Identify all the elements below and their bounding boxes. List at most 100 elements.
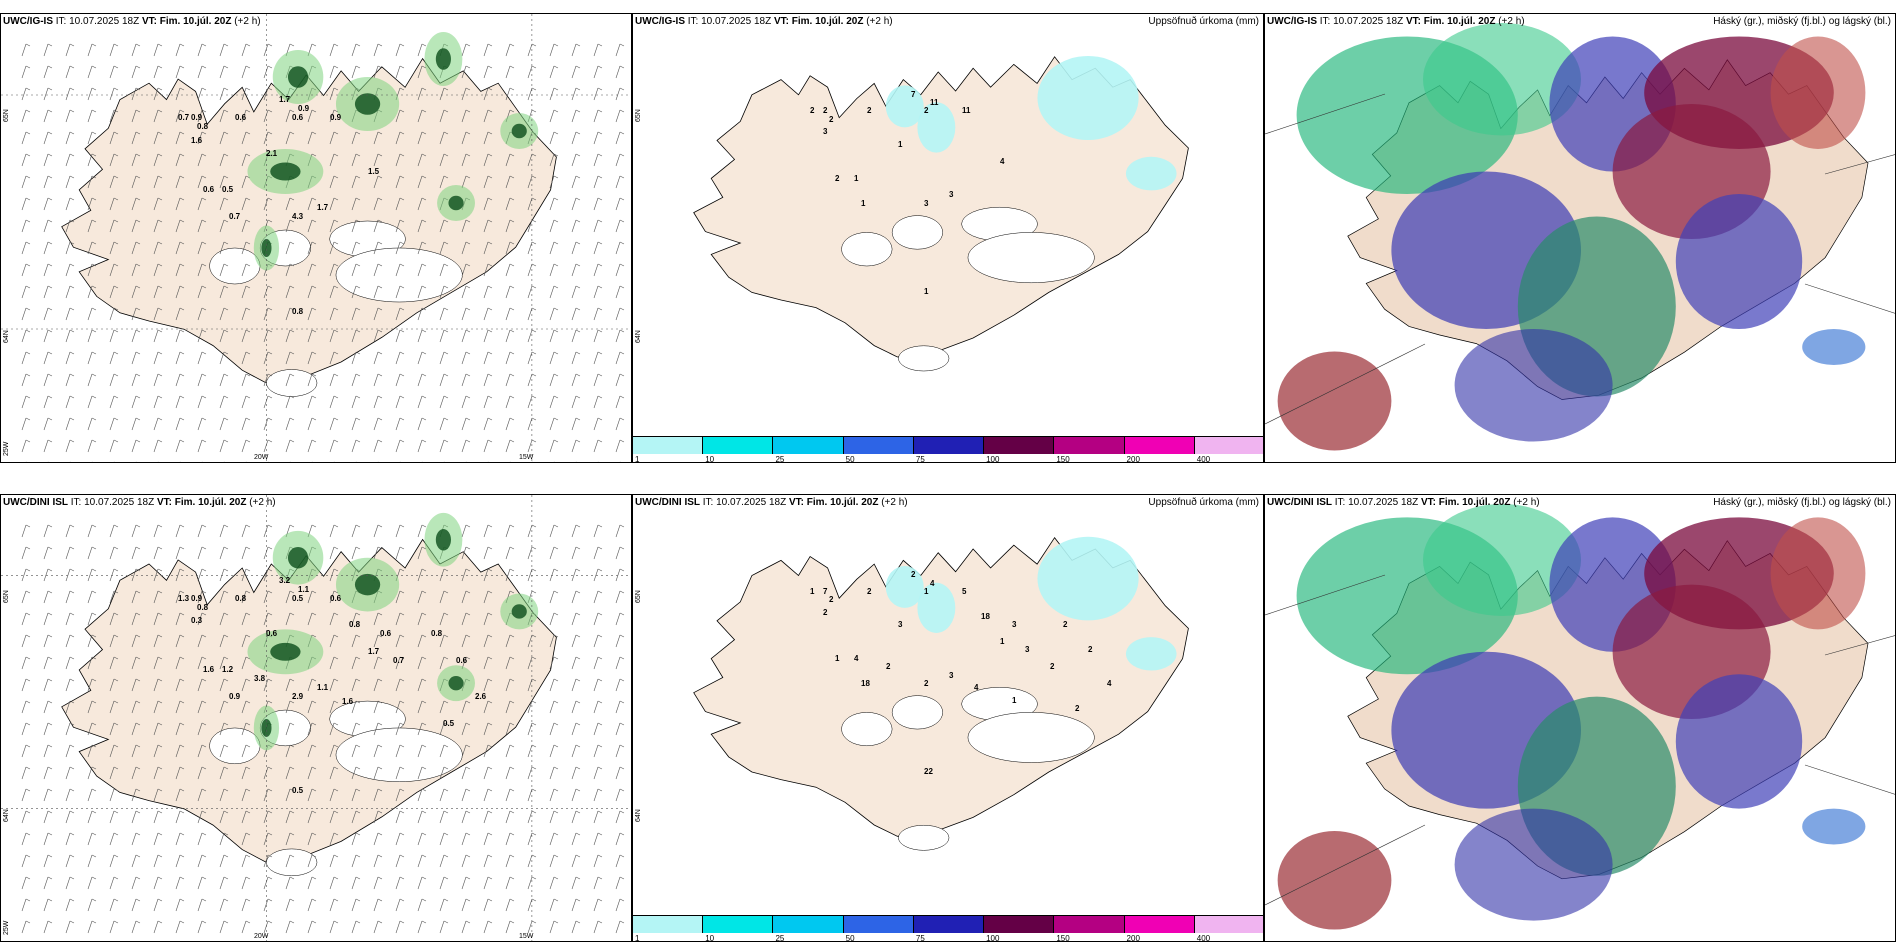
value-label: 2 [911,570,916,579]
init-time: IT: 10.07.2025 18Z [70,497,155,508]
wind-barb [87,766,93,780]
wind-barb [527,175,533,189]
wind-barb [87,700,93,714]
wind-barb [241,197,247,211]
colorbar-tick: 200 [1126,455,1140,463]
wind-barb [395,395,401,409]
wind-barb [109,810,115,824]
wind-barb [373,285,379,299]
wind-barb [131,788,137,802]
wind-barb [21,700,27,714]
wind-barb [483,241,489,255]
wind-barb [21,87,27,101]
wind-barb [109,373,115,387]
wind-barb [373,898,379,912]
wind-barb [197,920,203,934]
wind-barb [373,854,379,868]
wind-barb [175,65,181,79]
wind-barb [373,612,379,626]
map-panel-top-right: UWC/IG-IS IT: 10.07.2025 18Z VT: Fim. 10… [1264,13,1896,463]
wind-barb [131,854,137,868]
value-label: 4 [854,654,859,663]
wind-barb [373,722,379,736]
wind-barb [21,417,27,431]
wind-barb [43,656,49,670]
wind-barb [87,219,93,233]
wind-barb [43,241,49,255]
wind-barb [395,678,401,692]
wind-barb [615,656,621,670]
wind-barb [461,590,467,604]
wind-barb [307,854,313,868]
wind-barb [197,307,203,321]
value-label: 4 [1107,679,1112,688]
map-canvas [1,14,631,462]
wind-barb [505,700,511,714]
wind-barb [241,810,247,824]
wind-barb [153,87,159,101]
wind-barb [109,241,115,255]
wind-barb [395,197,401,211]
wind-barb [219,788,225,802]
cloud-cover-area [1675,674,1803,809]
wind-barb [175,722,181,736]
wind-barb [351,634,357,648]
wind-barb [461,876,467,890]
value-label: 11 [930,98,939,107]
wind-barb [65,263,71,277]
value-label: 0.8 [292,307,304,316]
wind-barb [329,65,335,79]
panel-field-title: Háský (gr.), miðský (fj.bl.) og lágský (… [1713,497,1891,508]
wind-barb [373,329,379,343]
wind-barb [505,876,511,890]
wind-barb [109,197,115,211]
wind-barb [373,810,379,824]
colorbar-tick: 25 [775,934,785,942]
wind-barb [109,153,115,167]
wind-barb [417,524,423,538]
wind-barb [373,546,379,560]
wind-barb [439,920,445,934]
wind-barb [329,590,335,604]
wind-barb [527,832,533,846]
wind-barb [351,153,357,167]
wind-barb [439,351,445,365]
value-label: 2 [924,106,929,115]
wind-barb [505,263,511,277]
wind-barb [571,678,577,692]
glacier [898,345,950,372]
value-label: 3 [1025,645,1030,654]
wind-barb [527,329,533,343]
wind-barb [549,920,555,934]
wind-barb [527,766,533,780]
wind-barb [131,722,137,736]
wind-barb [461,131,467,145]
wind-barb [175,634,181,648]
wind-barb [43,590,49,604]
wind-barb [131,43,137,57]
wind-barb [21,678,27,692]
value-label: 1 [924,587,929,596]
wind-barb [549,175,555,189]
iceland-land [61,57,557,383]
wind-barb [549,329,555,343]
wind-barb [483,285,489,299]
colorbar-tick: 200 [1126,934,1140,942]
wind-barb [373,307,379,321]
wind-barb [87,197,93,211]
init-time: IT: 10.07.2025 18Z [687,16,772,27]
wind-barb [87,153,93,167]
wind-barb [351,876,357,890]
wind-barb [219,568,225,582]
wind-barb [131,241,137,255]
wind-barb [219,351,225,365]
wind-barb [549,351,555,365]
wind-barb [153,395,159,409]
wind-barb [131,439,137,453]
wind-barb [43,219,49,233]
wind-barb [395,43,401,57]
wind-barb [461,854,467,868]
wind-barb [241,43,247,57]
wind-barb [307,810,313,824]
wind-barb [527,87,533,101]
